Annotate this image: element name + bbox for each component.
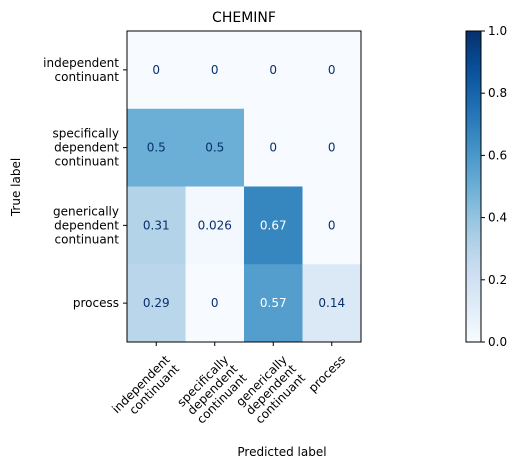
cell-value-label: 0 (211, 63, 219, 77)
heatmap-cell (244, 264, 303, 343)
heatmap-cell (185, 186, 245, 265)
heatmap-cell (185, 31, 245, 110)
cell-value-label: 0 (328, 218, 336, 232)
y-axis-ticks: independent continuant specifically depende… (43, 56, 127, 310)
heatmap-cell (302, 108, 362, 187)
cell-value-label: 0.31 (143, 218, 170, 232)
colorbar-tick-label: 0.4 (488, 211, 507, 225)
heatmap-cells: 0 0 0 0 0.5 0.5 0 0 0.31 0.026 0.67 0 0.29 0 0.57 0.14 (127, 31, 362, 343)
colorbar-tick-label: 0.0 (488, 335, 507, 349)
x-tick-label: genericallydependentcontinuant (233, 352, 308, 427)
heatmap-cell (302, 31, 362, 110)
cell-value-label: 0.29 (143, 296, 170, 310)
cell-value-label: 0.14 (318, 296, 345, 310)
x-tick-label: specificallydependentcontinuant (174, 352, 249, 427)
colorbar-tick-label: 0.8 (488, 86, 507, 100)
heatmap-cell (127, 31, 186, 110)
x-tick-label: process (306, 353, 349, 396)
cell-value-label: 0 (328, 63, 336, 77)
heatmap-cell (244, 186, 303, 265)
heatmap-cell (302, 186, 362, 265)
cell-value-label: 0.67 (260, 218, 287, 232)
cell-value-label: 0 (269, 63, 277, 77)
heatmap-cell (127, 186, 186, 265)
cell-value-label: 0.026 (198, 218, 232, 232)
cell-value-label: 0.5 (205, 141, 224, 155)
y-tick-label: independent continuant (43, 56, 119, 84)
y-axis-label: True label (9, 158, 23, 217)
cell-value-label: 0.5 (147, 141, 166, 155)
heatmap-cell (302, 264, 362, 343)
colorbar-tick-label: 1.0 (488, 24, 507, 38)
heatmap-cell (185, 264, 245, 343)
chart-title: CHEMINF (212, 10, 276, 26)
colorbar (465, 30, 482, 343)
cell-value-label: 0 (211, 296, 219, 310)
heatmap-cell (127, 108, 186, 187)
colorbar-tick-label: 0.2 (488, 273, 507, 287)
heatmap-cell (185, 108, 245, 187)
heatmap-cell (127, 264, 186, 343)
y-tick-label: generically dependent continuant (53, 204, 119, 246)
heatmap-cell (244, 108, 303, 187)
x-tick-label: independentcontinuant (109, 352, 182, 425)
x-axis-ticks: independentcontinuantspecificallydepende… (109, 342, 349, 427)
cell-value-label: 0.57 (260, 296, 287, 310)
heatmap-cell (244, 31, 303, 110)
cell-value-label: 0 (269, 141, 277, 155)
cell-value-label: 0 (328, 141, 336, 155)
colorbar-tick-label: 0.6 (488, 148, 507, 162)
x-axis-label: Predicted label (237, 445, 326, 459)
colorbar-ticks: 0.0 0.2 0.4 0.6 0.8 1.0 (481, 24, 507, 349)
y-tick-label: process (73, 296, 119, 310)
plot-frame (126, 30, 362, 343)
cell-value-label: 0 (152, 63, 160, 77)
y-tick-label: specifically dependent continuant (53, 127, 120, 169)
